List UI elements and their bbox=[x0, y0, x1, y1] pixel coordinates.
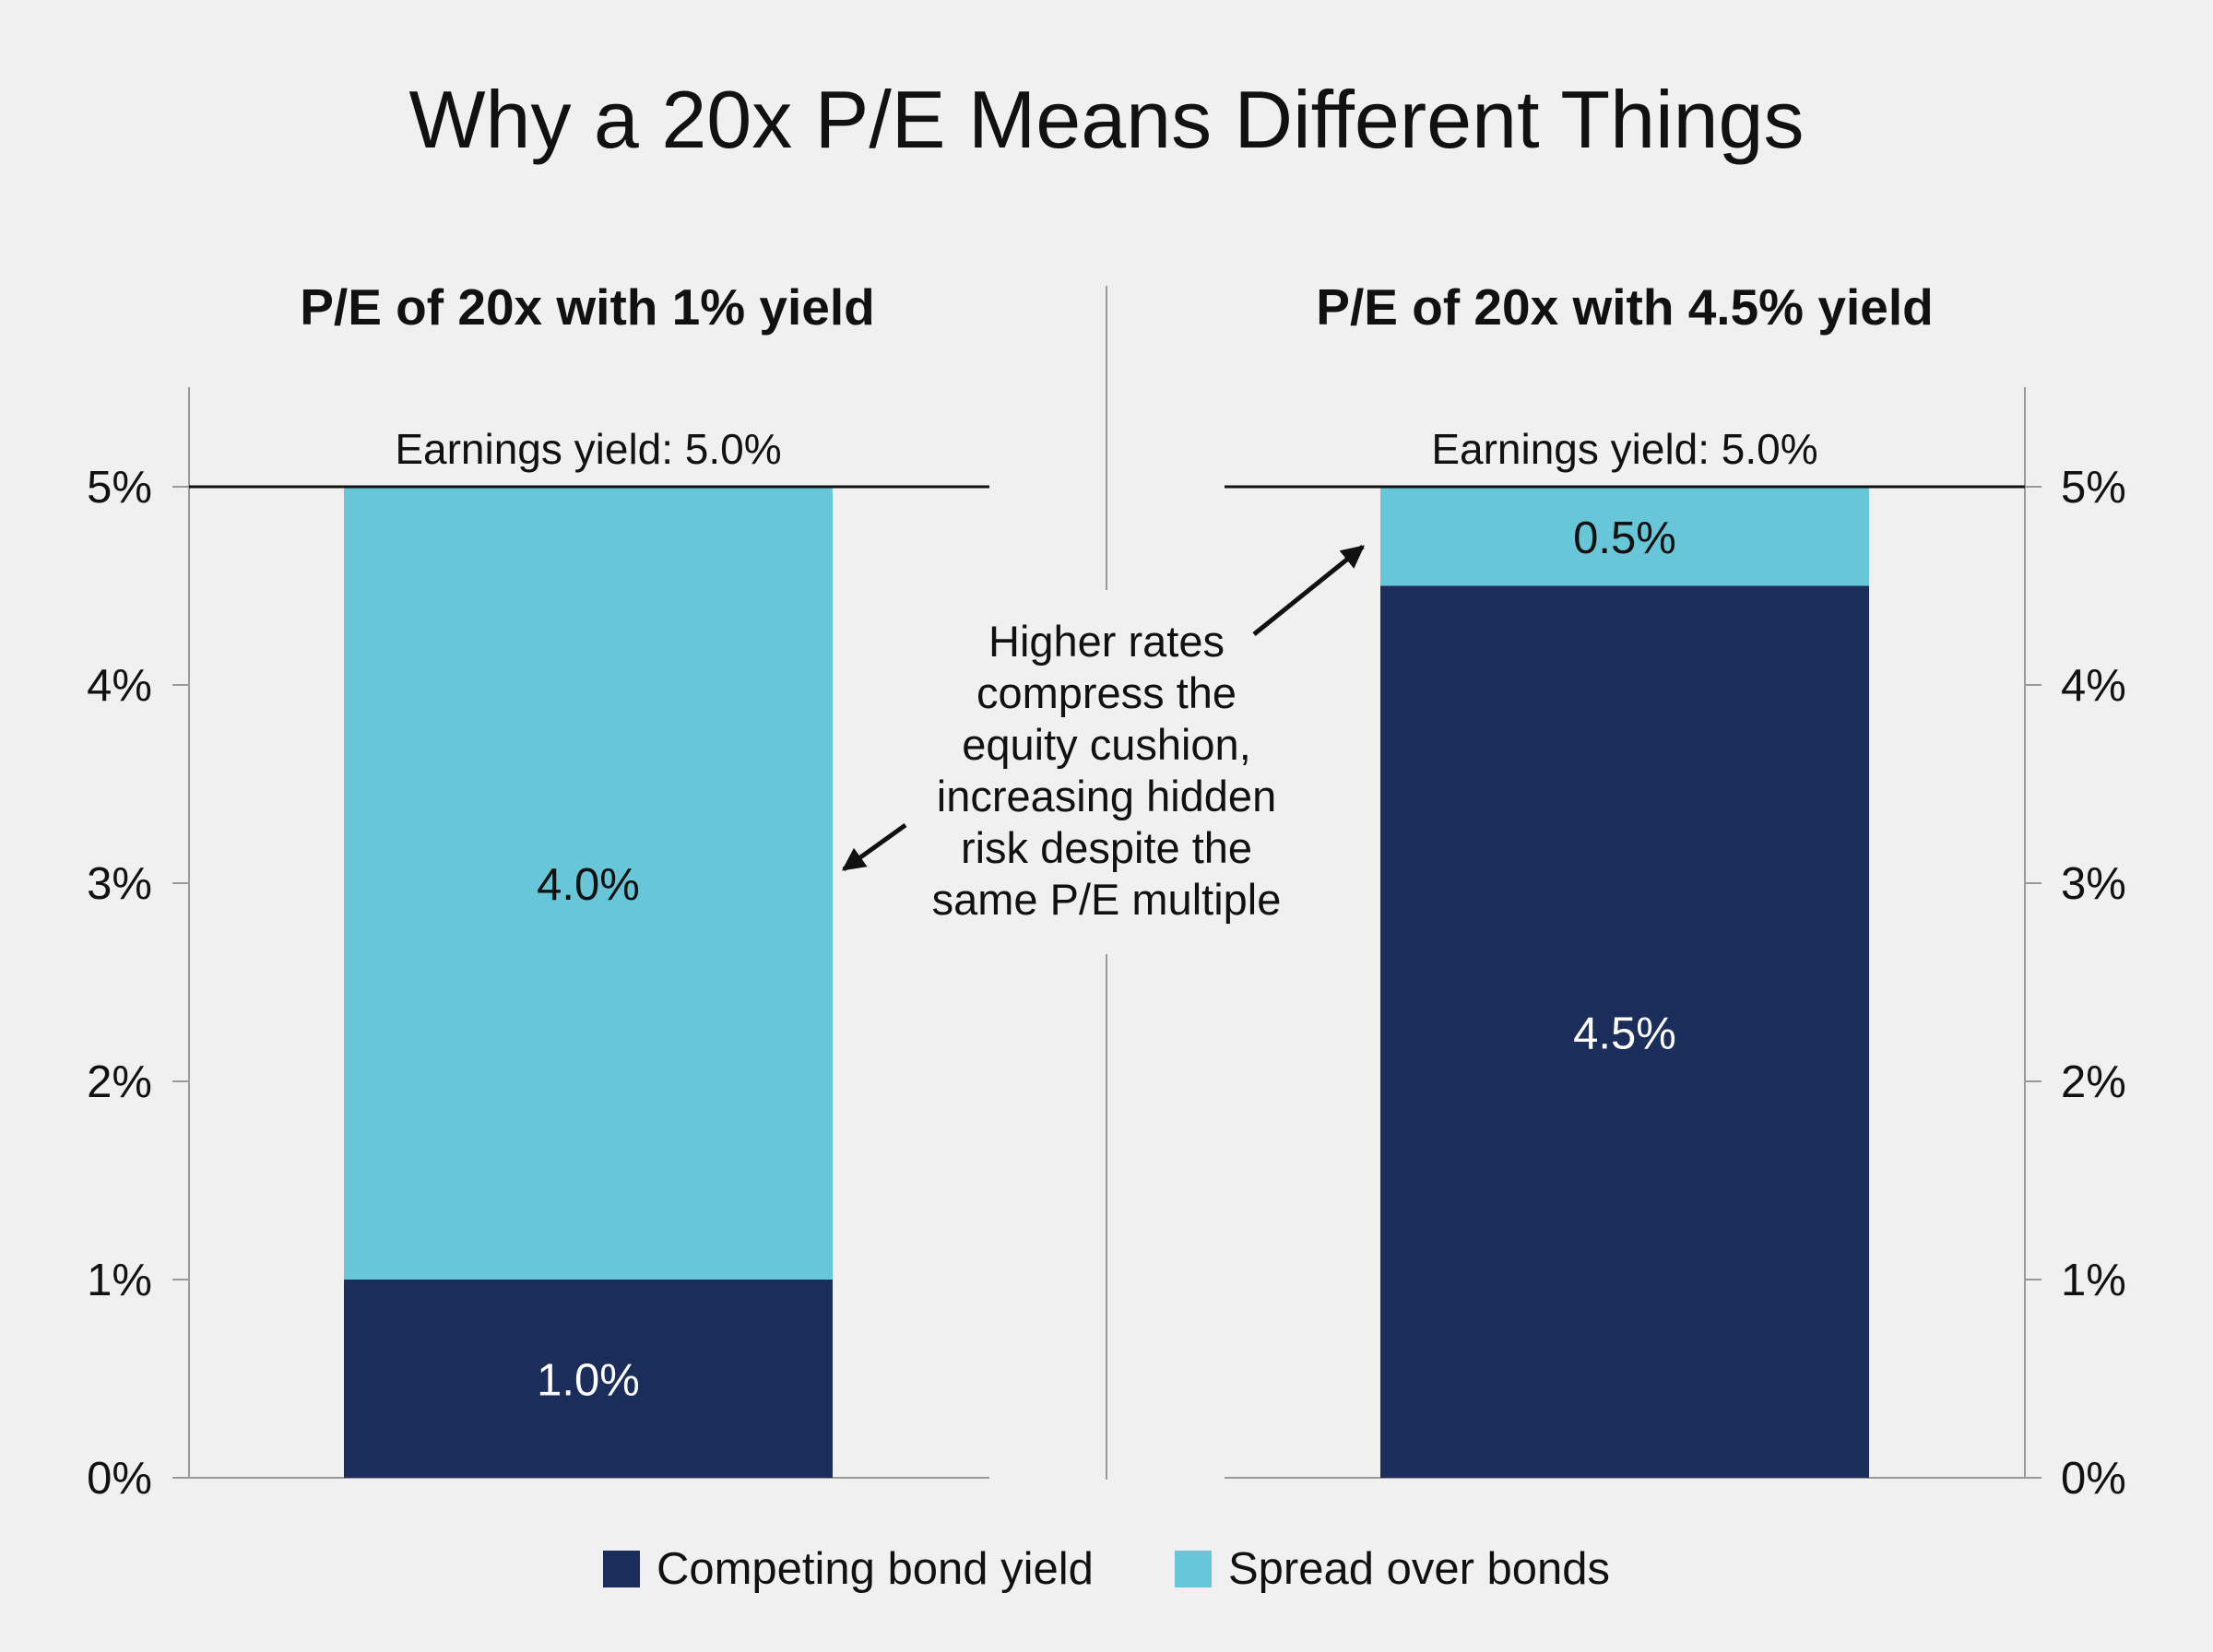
bar-spread bbox=[344, 487, 833, 1280]
annotation-line: risk despite the bbox=[961, 823, 1252, 872]
y-tick-label: 1% bbox=[2061, 1256, 2126, 1305]
y-tick-label: 2% bbox=[87, 1057, 152, 1107]
annotation-line: compress the bbox=[976, 668, 1237, 717]
legend-label-bond: Competing bond yield bbox=[656, 1544, 1094, 1594]
annotation-arrow-right bbox=[1252, 545, 1365, 636]
annotation-line: equity cushion, bbox=[962, 720, 1251, 769]
panel-1: P/E of 20x with 1% yield 0% 1% 2% 3% 4% 5% 1.0%… bbox=[87, 278, 989, 1504]
y-tick-label: 4% bbox=[2061, 661, 2126, 711]
legend: Competing bond yield Spread over bonds bbox=[0, 1540, 2213, 1599]
y-tick-label: 0% bbox=[2061, 1454, 2126, 1504]
chart-panels: P/E of 20x with 1% yield 0% 1% 2% 3% 4% 5% 1.0%… bbox=[87, 278, 2126, 1504]
legend-swatch-spread bbox=[1174, 1551, 1212, 1587]
y-tick-label: 5% bbox=[2061, 463, 2126, 513]
reference-label: Earnings yield: 5.0% bbox=[1431, 425, 1817, 473]
y-tick-label: 1% bbox=[87, 1256, 152, 1305]
annotation-background bbox=[908, 590, 1305, 954]
annotation-text: Higher rates compress the equity cushion, i… bbox=[932, 617, 1282, 924]
panel-title: P/E of 20x with 4.5% yield bbox=[1316, 278, 1933, 336]
annotation-line: increasing hidden bbox=[937, 772, 1276, 820]
legend-item-bond: Competing bond yield bbox=[602, 1543, 1094, 1595]
bar-bond bbox=[344, 1280, 833, 1478]
annotation-arrow-left bbox=[841, 822, 907, 872]
panel-2: P/E of 20x with 4.5% yield 0% 1% 2% 3% 4% 5% 4.… bbox=[1225, 278, 2126, 1504]
annotation-line: Higher rates bbox=[988, 617, 1225, 666]
chart-title: Why a 20x P/E Means Different Things bbox=[408, 74, 1804, 165]
y-tick-label: 3% bbox=[2061, 859, 2126, 909]
y-tick-label: 0% bbox=[87, 1454, 152, 1504]
data-label-spread: 4.0% bbox=[537, 860, 640, 910]
bar-bond bbox=[1380, 585, 1869, 1478]
y-tick-label: 3% bbox=[87, 859, 152, 909]
data-label-bond: 1.0% bbox=[537, 1356, 640, 1406]
panel-title: P/E of 20x with 1% yield bbox=[300, 278, 875, 336]
y-tick-label: 5% bbox=[87, 463, 152, 513]
y-tick-label: 2% bbox=[2061, 1057, 2126, 1107]
data-label-spread: 0.5% bbox=[1573, 513, 1676, 563]
annotation-line: same P/E multiple bbox=[932, 875, 1282, 924]
legend-label-spread: Spread over bonds bbox=[1227, 1544, 1611, 1594]
legend-swatch-bond bbox=[602, 1551, 640, 1587]
legend-item-spread: Spread over bonds bbox=[1174, 1543, 1611, 1595]
y-tick-label: 4% bbox=[87, 661, 152, 711]
bar-spread bbox=[1380, 487, 1869, 586]
reference-label: Earnings yield: 5.0% bbox=[395, 425, 781, 473]
data-label-bond: 4.5% bbox=[1573, 1009, 1676, 1058]
